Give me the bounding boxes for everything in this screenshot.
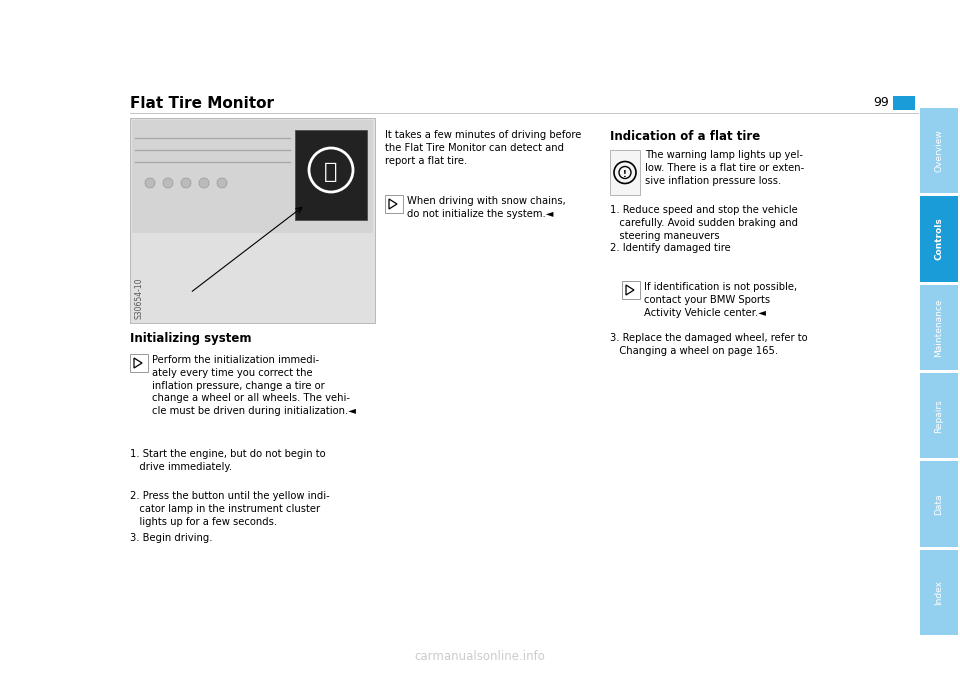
Text: 3. Begin driving.: 3. Begin driving. (130, 533, 212, 543)
Circle shape (163, 178, 173, 188)
Bar (920, 285, 958, 370)
Circle shape (145, 178, 155, 188)
Text: Index: Index (934, 580, 944, 605)
Text: If identification is not possible,
contact your BMW Sports
Activity Vehicle cent: If identification is not possible, conta… (644, 282, 797, 317)
Bar (920, 108, 958, 193)
Bar (385, 195, 403, 213)
Text: Initializing system: Initializing system (130, 332, 252, 345)
Text: It takes a few minutes of driving before
the Flat Tire Monitor can detect and
re: It takes a few minutes of driving before… (385, 130, 582, 165)
Bar (130, 118, 375, 323)
Bar (610, 150, 640, 195)
Bar (920, 197, 958, 281)
Bar (893, 96, 915, 110)
Text: Indication of a flat tire: Indication of a flat tire (610, 130, 760, 143)
Text: 3. Replace the damaged wheel, refer to
   Changing a wheel on page 165.: 3. Replace the damaged wheel, refer to C… (610, 333, 807, 356)
Text: carmanualsonline.info: carmanualsonline.info (415, 650, 545, 662)
Circle shape (181, 178, 191, 188)
Text: Maintenance: Maintenance (934, 298, 944, 357)
Text: When driving with snow chains,
do not initialize the system.◄: When driving with snow chains, do not in… (407, 196, 565, 219)
Text: Overview: Overview (934, 129, 944, 172)
Text: Data: Data (934, 494, 944, 515)
Text: 1. Reduce speed and stop the vehicle
   carefully. Avoid sudden braking and
   s: 1. Reduce speed and stop the vehicle car… (610, 205, 798, 241)
Text: Perform the initialization immedi-
ately every time you correct the
inflation pr: Perform the initialization immedi- ately… (152, 355, 356, 416)
Text: 2. Press the button until the yellow indi-
   cator lamp in the instrument clust: 2. Press the button until the yellow ind… (130, 491, 329, 527)
Circle shape (199, 178, 209, 188)
Text: ⏻: ⏻ (324, 162, 338, 182)
Bar (132, 120, 373, 233)
Text: Repairs: Repairs (934, 399, 944, 433)
Text: S30654-10: S30654-10 (134, 277, 143, 319)
Text: !: ! (623, 170, 627, 179)
Bar (622, 281, 640, 299)
Text: Flat Tire Monitor: Flat Tire Monitor (130, 96, 274, 111)
Bar (295, 130, 367, 220)
Bar (920, 550, 958, 635)
Bar (920, 461, 958, 546)
Text: The warning lamp lights up yel-
low. There is a flat tire or exten-
sive inflati: The warning lamp lights up yel- low. The… (645, 150, 804, 186)
Text: 99: 99 (874, 96, 889, 110)
Circle shape (217, 178, 227, 188)
Text: Controls: Controls (934, 218, 944, 260)
Bar (920, 373, 958, 458)
Bar (130, 354, 148, 372)
Text: 2. Identify damaged tire: 2. Identify damaged tire (610, 243, 731, 253)
Text: 1. Start the engine, but do not begin to
   drive immediately.: 1. Start the engine, but do not begin to… (130, 449, 325, 472)
